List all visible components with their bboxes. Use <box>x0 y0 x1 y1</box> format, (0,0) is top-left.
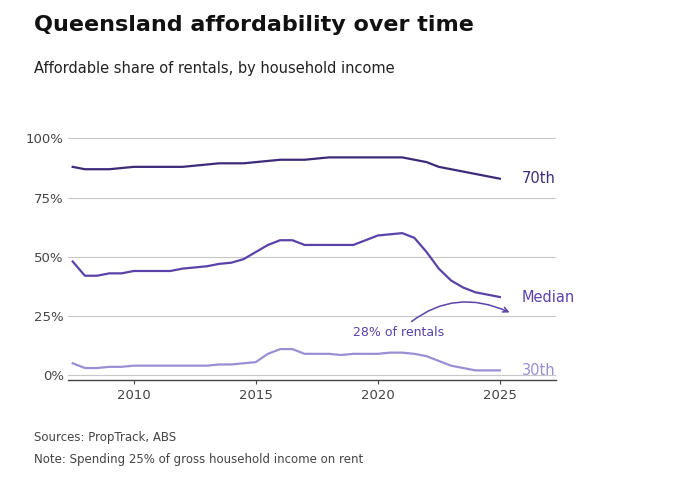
Text: Sources: PropTrack, ABS: Sources: PropTrack, ABS <box>34 431 176 444</box>
Text: Median: Median <box>522 290 575 304</box>
Text: Affordable share of rentals, by household income: Affordable share of rentals, by househol… <box>34 61 395 76</box>
Text: 70th: 70th <box>522 171 556 186</box>
Text: Queensland affordability over time: Queensland affordability over time <box>34 15 474 35</box>
Text: 28% of rentals: 28% of rentals <box>353 302 508 339</box>
Text: 30th: 30th <box>522 363 555 378</box>
Text: Note: Spending 25% of gross household income on rent: Note: Spending 25% of gross household in… <box>34 453 363 466</box>
